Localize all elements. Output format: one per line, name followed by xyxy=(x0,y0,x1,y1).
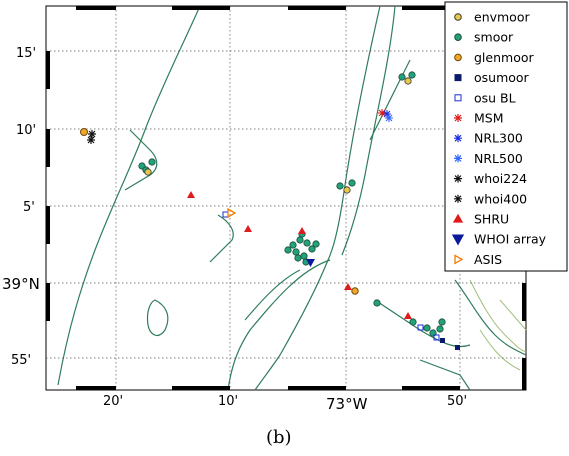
legend: envmoor smoor glenmoor osumoor osu BL MSM NRL3… xyxy=(444,1,568,272)
legend-label: whoi224 xyxy=(474,171,527,186)
y-axis-label: 39°N xyxy=(2,275,40,293)
legend-item-whoiarray: WHOI array xyxy=(451,232,547,247)
legend-marker-glenmoor xyxy=(454,53,462,62)
marker-asis xyxy=(227,207,237,219)
marker-glenmoor xyxy=(80,128,88,136)
legend-label: osu BL xyxy=(474,90,516,105)
legend-label: WHOI array xyxy=(474,232,547,247)
legend-marker-envmoor xyxy=(454,13,462,21)
legend-item-smoor: smoor xyxy=(454,30,514,45)
legend-marker-shru xyxy=(452,213,464,223)
legend-item-msm: MSM xyxy=(454,111,504,126)
legend-label: ASIS xyxy=(474,252,502,267)
legend-marker-osubl xyxy=(454,94,462,102)
legend-marker-nrl300 xyxy=(454,134,462,143)
legend-item-shru: SHRU xyxy=(452,212,509,227)
legend-label: osumoor xyxy=(474,70,530,85)
markers-osumoor xyxy=(440,338,460,350)
legend-marker-osumoor xyxy=(454,74,462,82)
y-tick-label: 55' xyxy=(11,353,31,368)
x-axis-label: 73°W xyxy=(326,395,368,413)
y-tick-label: 10' xyxy=(16,123,36,138)
legend-label: NRL300 xyxy=(474,131,523,146)
legend-item-nrl500: NRL500 xyxy=(454,151,523,166)
x-tick-label: 50' xyxy=(447,394,467,409)
legend-marker-whoiarray xyxy=(451,234,465,246)
x-tick-label: 10' xyxy=(218,394,238,409)
marker-whoi-array xyxy=(306,259,315,267)
legend-label: SHRU xyxy=(474,212,509,227)
legend-item-asis: ASIS xyxy=(454,252,502,267)
legend-label: glenmoor xyxy=(474,50,534,65)
legend-label: MSM xyxy=(474,111,504,126)
y-tick-label: 5' xyxy=(23,200,35,215)
legend-marker-smoor xyxy=(454,33,462,42)
marker-whoi224 xyxy=(87,130,96,144)
legend-label: envmoor xyxy=(474,10,530,25)
legend-label: smoor xyxy=(474,30,514,45)
frame-border-bars xyxy=(46,6,526,390)
x-tick-label: 20' xyxy=(103,394,123,409)
legend-marker-nrl500 xyxy=(454,154,462,163)
shelf-contours xyxy=(469,279,527,371)
y-tick-label: 15' xyxy=(16,46,36,61)
figure-caption: (b) xyxy=(266,427,292,448)
marker-glenmoor-2 xyxy=(351,287,359,295)
legend-item-osubl: osu BL xyxy=(454,90,516,105)
legend-item-whoi400: whoi400 xyxy=(454,191,527,206)
markers-envmoor xyxy=(144,77,412,194)
legend-marker-whoi400 xyxy=(454,194,462,203)
legend-item-glenmoor: glenmoor xyxy=(454,50,534,65)
legend-label: NRL500 xyxy=(474,151,523,166)
legend-item-envmoor: envmoor xyxy=(454,10,530,25)
legend-marker-asis xyxy=(454,254,464,265)
legend-box xyxy=(444,1,568,272)
legend-label: whoi400 xyxy=(474,191,527,206)
legend-item-nrl300: NRL300 xyxy=(454,131,523,146)
markers-msm-nrl xyxy=(378,109,393,122)
legend-marker-whoi224 xyxy=(454,174,462,183)
legend-item-whoi224: whoi224 xyxy=(454,171,527,186)
legend-item-osumoor: osumoor xyxy=(454,70,530,85)
legend-marker-msm xyxy=(454,114,462,122)
markers-shru xyxy=(187,191,412,319)
